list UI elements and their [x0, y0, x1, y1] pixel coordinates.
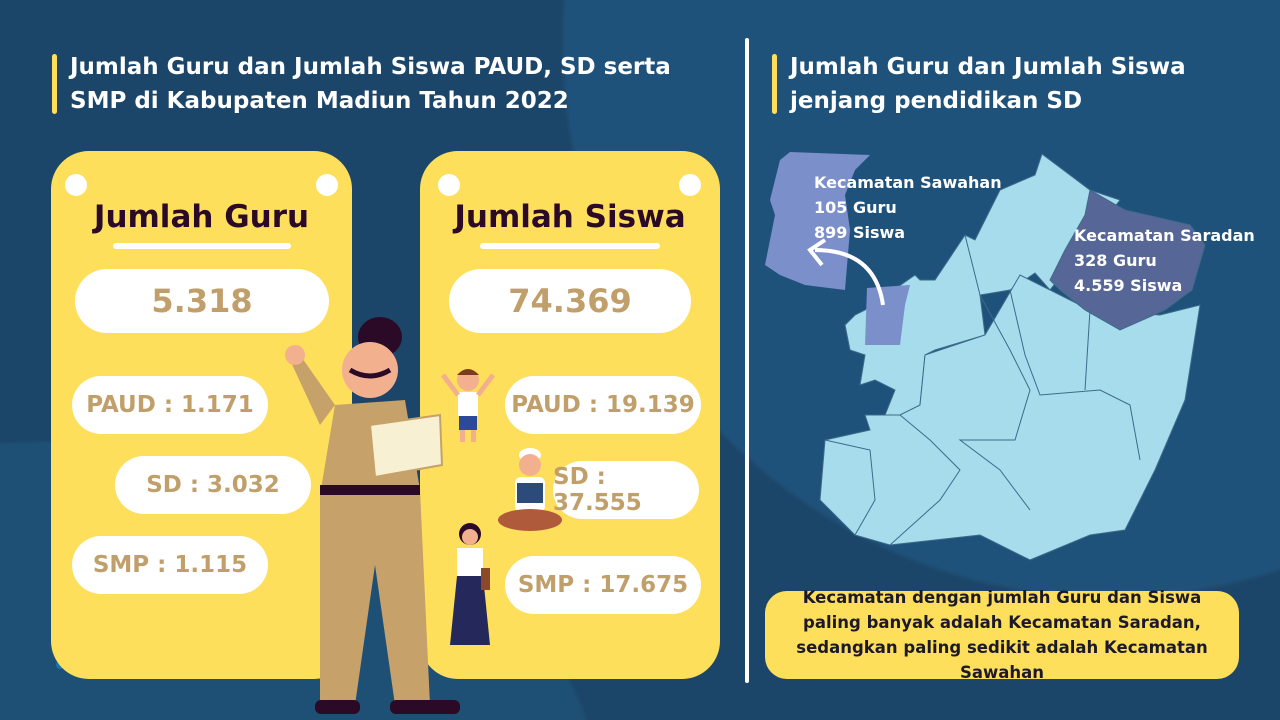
sawahan-name: Kecamatan Sawahan — [814, 173, 1002, 192]
arrow-head-icon — [807, 238, 827, 267]
divider — [745, 38, 749, 683]
saradan-name: Kecamatan Saradan — [1074, 226, 1255, 245]
guru-card: Jumlah Guru 5.318 PAUD : 1.171 SD : 3.03… — [51, 151, 352, 679]
card-hole — [316, 174, 338, 196]
teacher-illustration — [285, 317, 460, 714]
siswa-heading: Jumlah Siswa — [454, 199, 686, 235]
heading-underline — [480, 243, 660, 249]
sawahan-siswa: 899 Siswa — [814, 223, 906, 242]
student-reading-illustration — [498, 448, 562, 531]
card-hole — [65, 174, 87, 196]
conclusion-note: Kecamatan dengan jumlah Guru dan Siswa p… — [765, 588, 1239, 682]
saradan-label: Kecamatan Saradan 328 Guru 4.559 Siswa — [1074, 223, 1255, 298]
right-title: Jumlah Guru dan Jumlah Siswa jenjang pen… — [772, 50, 1212, 118]
map-region-saradan — [1049, 189, 1206, 331]
siswa-paud: PAUD : 19.139 — [505, 376, 701, 434]
card-hole — [679, 174, 701, 196]
madiun-map — [765, 152, 1206, 561]
student-boy-illustration — [441, 369, 495, 442]
saradan-guru: 328 Guru — [1074, 251, 1157, 270]
card-hole — [438, 174, 460, 196]
heading-underline — [113, 243, 291, 249]
sawahan-label: Kecamatan Sawahan 105 Guru 899 Siswa — [814, 170, 1002, 245]
saradan-siswa: 4.559 Siswa — [1074, 276, 1183, 295]
student-girl-illustration — [450, 523, 490, 645]
left-title: Jumlah Guru dan Jumlah Siswa PAUD, SD se… — [52, 50, 702, 118]
siswa-sd: SD : 37.555 — [553, 461, 699, 519]
arrow-icon — [814, 248, 885, 306]
guru-sd: SD : 3.032 — [115, 456, 311, 514]
sawahan-guru: 105 Guru — [814, 198, 897, 217]
guru-paud: PAUD : 1.171 — [72, 376, 268, 434]
guru-total: 5.318 — [75, 269, 329, 333]
guru-smp: SMP : 1.115 — [72, 536, 268, 594]
map-region-sawahan — [865, 285, 910, 345]
siswa-smp: SMP : 17.675 — [505, 556, 701, 614]
guru-heading: Jumlah Guru — [93, 199, 310, 235]
siswa-total: 74.369 — [449, 269, 691, 333]
